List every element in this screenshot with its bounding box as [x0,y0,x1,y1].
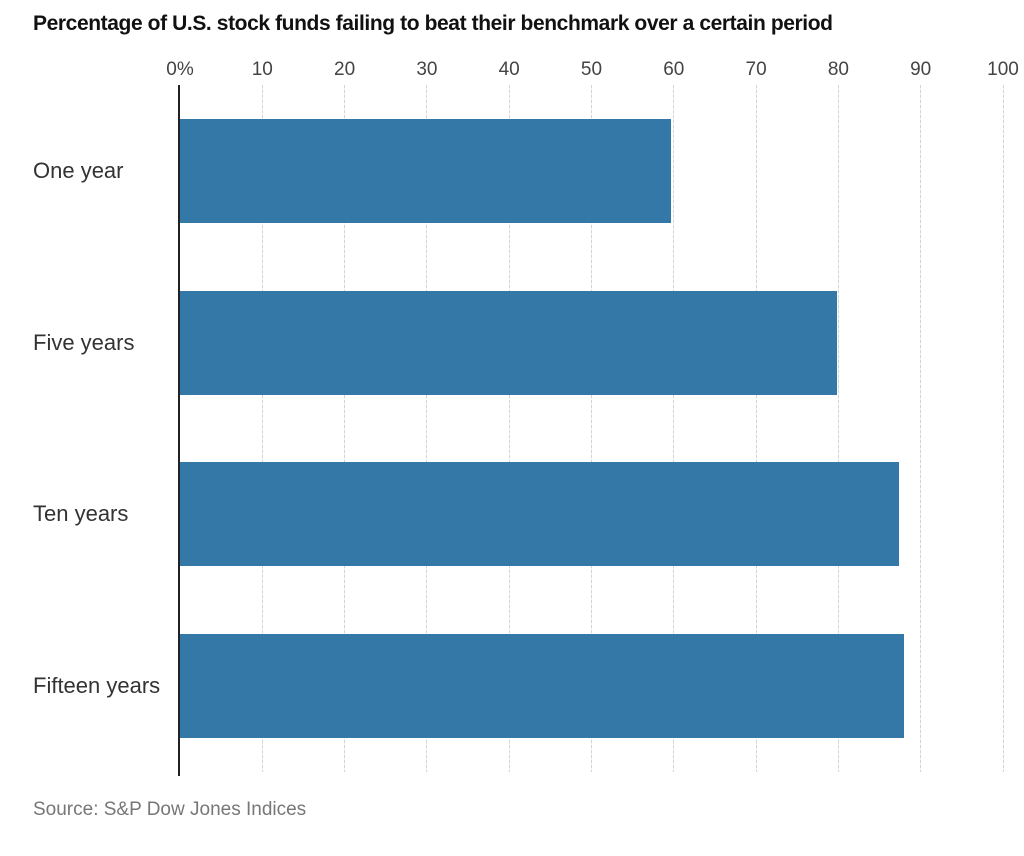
gridline-50 [591,85,592,772]
x-tick-label-10: 10 [251,59,273,80]
bar-five-years [180,290,837,395]
category-label-five-years: Five years [33,329,135,355]
bar-one-year [180,118,671,223]
x-tick-label-90: 90 [910,59,932,80]
x-tick-label-20: 20 [334,59,356,80]
x-tick-label-0: 0% [166,59,194,80]
x-tick-label-60: 60 [663,59,685,80]
x-tick-label-80: 80 [827,59,849,80]
gridline-60 [673,85,675,772]
x-tick-label-70: 70 [745,59,767,80]
bar-ten-years [180,462,900,567]
x-tick-label-50: 50 [580,59,603,80]
gridline-70 [755,85,757,772]
x-tick-label-30: 30 [416,59,438,80]
gridline-30 [426,85,428,772]
plot-area [178,85,1004,776]
category-label-ten-years: Ten years [33,501,129,527]
gridline-10 [261,85,263,772]
gridline-100 [1002,85,1004,772]
chart-title: Percentage of U.S. stock funds failing t… [33,12,833,35]
gridline-20 [344,85,346,772]
gridline-40 [508,85,510,772]
category-label-one-year: One year [33,157,124,183]
gridline-80 [837,85,839,772]
category-label-fifteen-years: Fifteen years [33,673,161,699]
gridline-90 [920,85,922,772]
bar-fifteen-years [180,634,905,739]
y-axis-line [178,85,180,776]
x-tick-label-100: 100 [987,59,1019,80]
source-note: Source: S&P Dow Jones Indices [33,799,307,820]
x-tick-label-40: 40 [498,59,520,80]
